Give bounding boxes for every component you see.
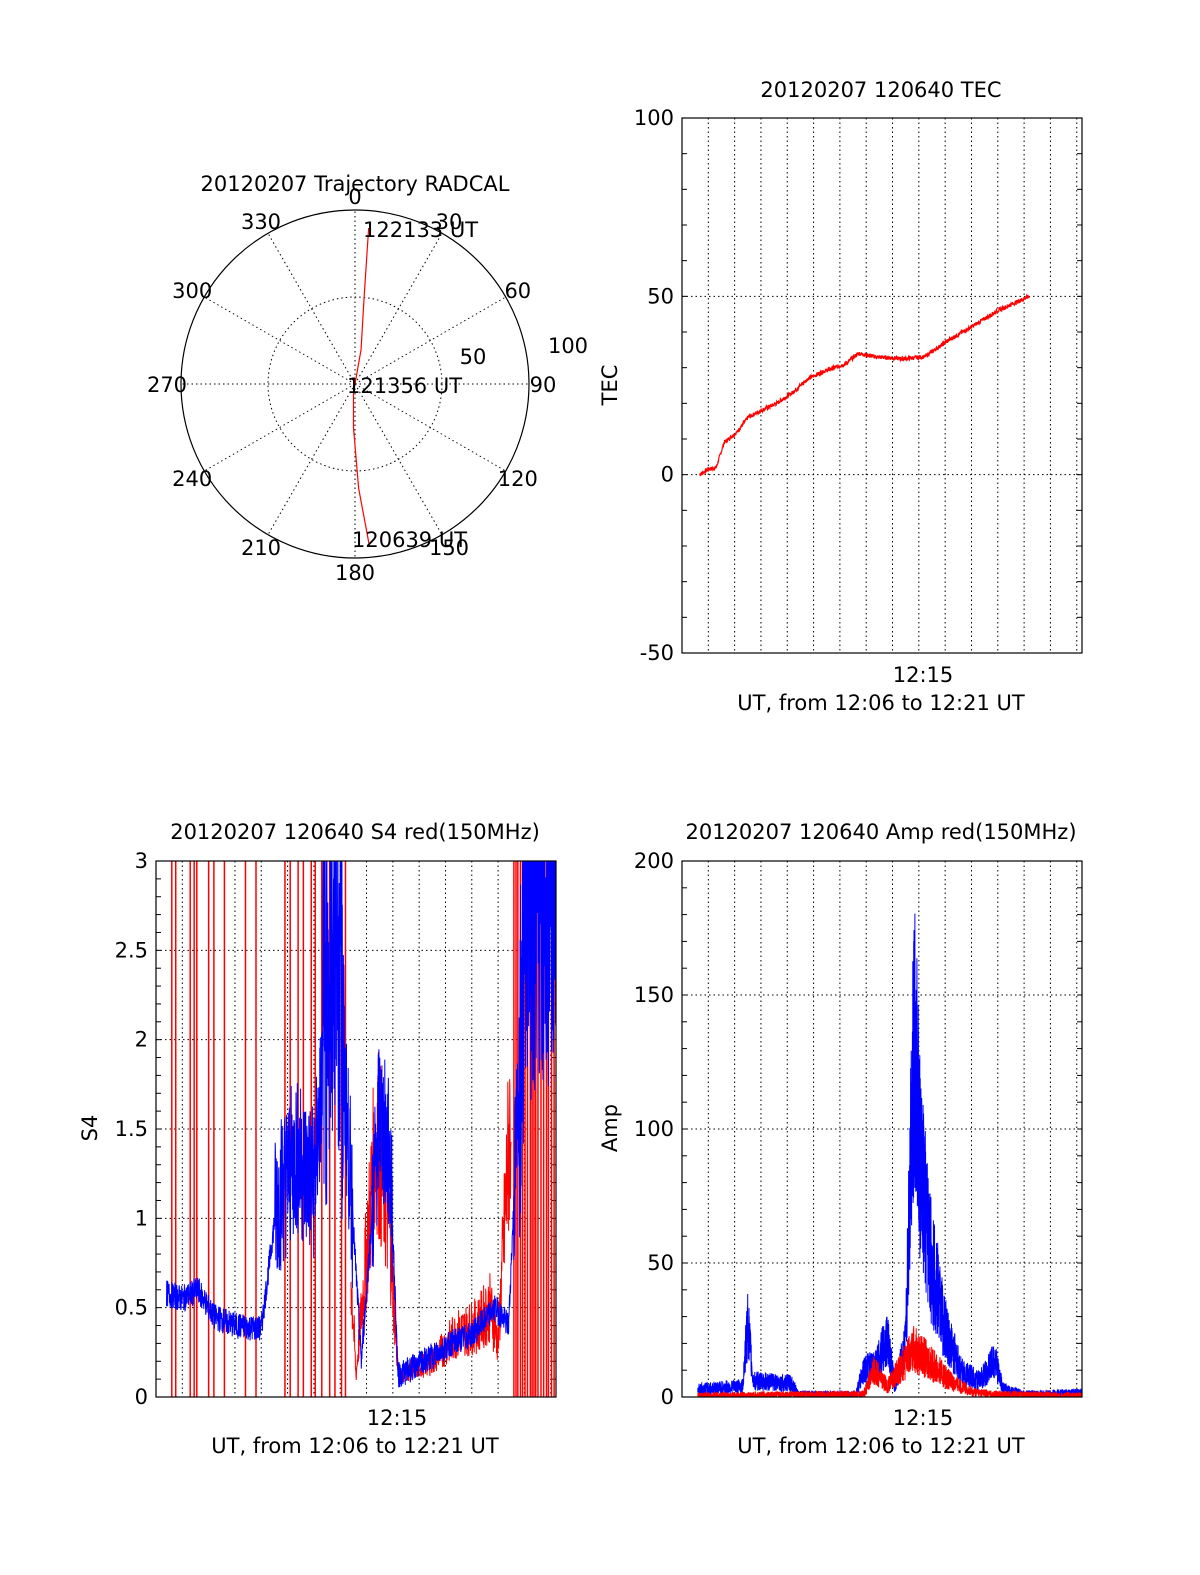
polar-angle-label: 240 — [172, 467, 212, 491]
polar-time-annotation: 121356 UT — [347, 374, 462, 398]
polar-spoke — [354, 383, 506, 472]
s4-title: 20120207 120640 S4 red(150MHz) — [170, 820, 540, 844]
polar-title: 20120207 Trajectory RADCAL — [201, 172, 510, 196]
s4-red-line — [350, 1051, 512, 1383]
amp-ytick-label: 100 — [634, 1117, 674, 1141]
tec-ytick-label: 0 — [661, 463, 674, 487]
polar-angle-label: 270 — [147, 373, 187, 397]
tec-series-line — [699, 293, 1030, 477]
polar-angle-label: 180 — [335, 561, 375, 585]
polar-time-annotation: 120639 UT — [352, 528, 467, 552]
tec-ytick-label: 100 — [634, 106, 674, 130]
amp-title: 20120207 120640 Amp red(150MHz) — [685, 820, 1076, 844]
polar-angle-label: 300 — [172, 279, 212, 303]
polar-outer-circle — [180, 209, 530, 559]
amp-xtick-label: 12:15 — [893, 1406, 954, 1430]
s4-ylabel: S4 — [78, 1115, 102, 1142]
s4-plot-frame — [155, 860, 557, 1398]
polar-spoke — [204, 383, 356, 472]
amp-red-line — [697, 1325, 1082, 1397]
polar-spoke — [354, 233, 443, 385]
s4-blue-line — [166, 861, 556, 1388]
polar-angle-label: 30 — [436, 210, 463, 234]
s4-xlabel: UT, from 12:06 to 12:21 UT — [211, 1434, 499, 1458]
amp-ytick-label: 50 — [647, 1251, 674, 1275]
polar-angle-label: 0 — [348, 185, 361, 209]
polar-angle-label: 90 — [530, 373, 557, 397]
s4-panel: 20120207 120640 S4 red(150MHz) 0 0.5 1 1.5 2… — [78, 820, 557, 1458]
polar-angle-label: 330 — [241, 210, 281, 234]
polar-time-annotation: 122133 UT — [363, 218, 478, 242]
s4-ytick-label: 0.5 — [115, 1296, 148, 1320]
tec-xlabel: UT, from 12:06 to 12:21 UT — [737, 691, 1025, 715]
tec-ytick-label: 50 — [647, 284, 674, 308]
amp-panel: 20120207 120640 Amp red(150MHz) 0 50 100 15… — [598, 820, 1083, 1458]
tec-ytick-label: -50 — [640, 641, 674, 665]
amp-blue-line — [697, 913, 1082, 1397]
polar-radius-label: 100 — [548, 334, 588, 358]
polar-spoke — [354, 296, 506, 385]
amp-ytick-label: 200 — [634, 849, 674, 873]
polar-trajectory-line — [352, 227, 370, 544]
tec-ylabel: TEC — [598, 365, 622, 407]
s4-ytick-label: 2 — [135, 1028, 148, 1052]
polar-spoke — [354, 383, 443, 535]
polar-angle-label: 120 — [498, 467, 538, 491]
tec-plot-frame — [681, 117, 1083, 654]
s4-ytick-label: 1.5 — [115, 1117, 148, 1141]
amp-ylabel: Amp — [598, 1104, 622, 1152]
tec-xtick-label: 12:15 — [893, 663, 954, 687]
polar-angle-label: 210 — [241, 536, 281, 560]
amp-xlabel: UT, from 12:06 to 12:21 UT — [737, 1434, 1025, 1458]
polar-spoke — [204, 296, 356, 385]
polar-angle-label: 60 — [504, 279, 531, 303]
amp-ytick-label: 0 — [661, 1385, 674, 1409]
s4-xtick-label: 12:15 — [367, 1406, 428, 1430]
s4-ytick-label: 3 — [135, 849, 148, 873]
s4-ytick-label: 0 — [135, 1385, 148, 1409]
amp-ytick-label: 150 — [634, 983, 674, 1007]
tec-title: 20120207 120640 TEC — [760, 78, 1001, 102]
polar-spoke — [267, 383, 356, 535]
polar-trajectory-panel: 20120207 Trajectory RADCAL 0 30 60 90 120 150… — [147, 172, 588, 585]
polar-angle-label: 150 — [429, 536, 469, 560]
polar-spoke — [267, 233, 356, 385]
amp-plot-frame — [681, 860, 1083, 1398]
s4-ytick-label: 2.5 — [115, 938, 148, 962]
polar-radius-label: 50 — [460, 345, 487, 369]
s4-ytick-label: 1 — [135, 1206, 148, 1230]
